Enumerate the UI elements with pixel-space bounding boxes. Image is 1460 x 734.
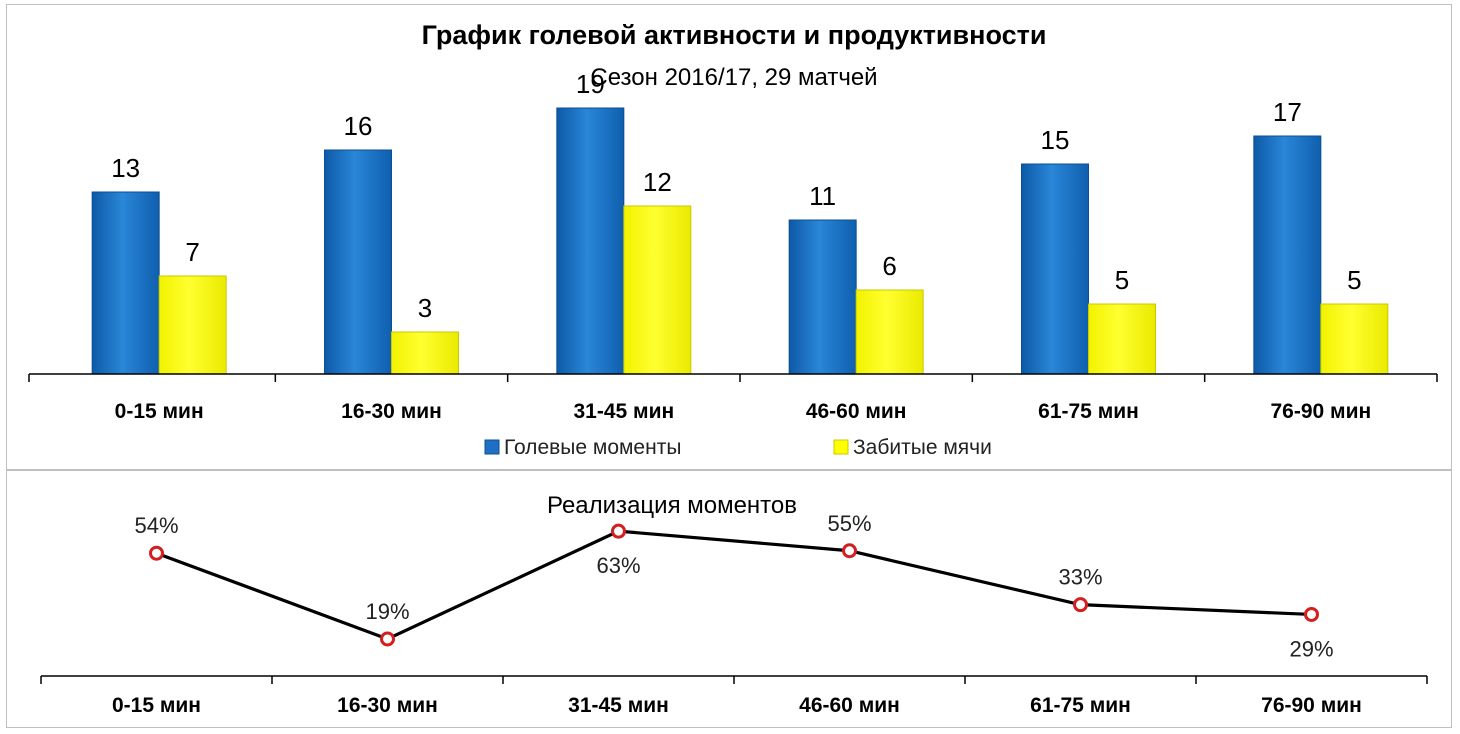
line-point-marker [1073, 597, 1088, 613]
bar-goal-chances [1021, 163, 1089, 375]
x-category-label: 61-75 мин [1038, 400, 1139, 423]
bar-value-label: 7 [185, 237, 199, 267]
realization-line [155, 529, 1312, 641]
bar-value-label: 3 [418, 293, 432, 323]
line-x-category-label: 0-15 мин [112, 694, 201, 717]
bar-goals-scored [1088, 303, 1156, 375]
line-chart-title: Реализация моментов [547, 492, 797, 519]
bar-value-label: 11 [809, 181, 836, 211]
line-value-label: 55% [827, 511, 871, 536]
x-category-label: 16-30 мин [341, 400, 442, 423]
legend-label-goals-scored: Забитые мячи [853, 436, 992, 459]
bar-value-label: 5 [1115, 265, 1129, 295]
x-category-label: 0-15 мин [115, 400, 204, 423]
x-category-label: 76-90 мин [1270, 400, 1371, 423]
legend-label-goal-chances: Голевые моменты [504, 436, 681, 459]
bar-chart-panel: График голевой активности и продуктивнос… [6, 4, 1452, 470]
bar-value-label: 16 [344, 111, 373, 141]
bar-goal-chances [324, 149, 392, 375]
line-point-marker [842, 543, 857, 559]
bar-value-label: 5 [1347, 265, 1361, 295]
bar-chart: График голевой активности и продуктивнос… [28, 20, 1438, 459]
line-point-marker [611, 523, 626, 539]
bar-value-label: 15 [1041, 125, 1070, 155]
line-x-category-label: 31-45 мин [568, 694, 669, 717]
bar-goals-scored [1320, 303, 1389, 375]
line-point-marker [380, 631, 395, 647]
bar-goals-scored [158, 275, 227, 375]
line-value-label: 54% [134, 513, 178, 538]
line-chart-panel: Реализация моментов 54% 19% 63% 55% 33% 29% 0… [6, 470, 1452, 728]
line-x-category-label: 16-30 мин [337, 694, 438, 717]
bar-value-label: 19 [576, 69, 605, 99]
legend-swatch-goal-chances [484, 439, 500, 455]
line-value-label: 19% [365, 599, 409, 624]
bar-goals-scored [623, 205, 692, 375]
bar-goals-scored [391, 331, 459, 375]
line-point-marker [149, 545, 164, 561]
bar-value-label: 6 [882, 251, 896, 281]
x-category-label: 31-45 мин [573, 400, 674, 423]
line-value-label: 29% [1289, 636, 1333, 661]
line-point-marker [1304, 606, 1319, 622]
bar-value-label: 12 [643, 167, 672, 197]
bar-value-label: 13 [111, 153, 140, 183]
bar-goal-chances [788, 219, 857, 375]
legend: Голевые моменты Забитые мячи [484, 436, 992, 459]
line-value-label: 63% [596, 553, 640, 578]
line-x-category-label: 76-90 мин [1261, 694, 1362, 717]
chart-title: График голевой активности и продуктивнос… [422, 20, 1047, 50]
x-category-label: 46-60 мин [806, 400, 907, 423]
line-x-category-label: 46-60 мин [799, 694, 900, 717]
line-value-label: 33% [1058, 565, 1102, 590]
bar-goal-chances [1253, 135, 1322, 375]
bar-goal-chances [556, 107, 625, 375]
bar-goal-chances [91, 191, 160, 375]
bar-value-label: 17 [1273, 97, 1302, 127]
legend-swatch-goals-scored [833, 439, 849, 455]
chart-subtitle: Сезон 2016/17, 29 матчей [590, 64, 877, 91]
bar-goals-scored [855, 289, 924, 375]
line-x-category-label: 61-75 мин [1030, 694, 1131, 717]
line-chart: Реализация моментов 54% 19% 63% 55% 33% 29% 0… [40, 492, 1428, 717]
